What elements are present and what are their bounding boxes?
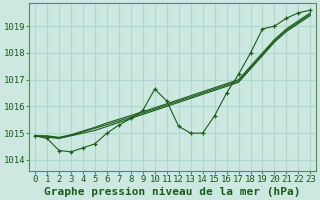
X-axis label: Graphe pression niveau de la mer (hPa): Graphe pression niveau de la mer (hPa) [44, 186, 301, 197]
